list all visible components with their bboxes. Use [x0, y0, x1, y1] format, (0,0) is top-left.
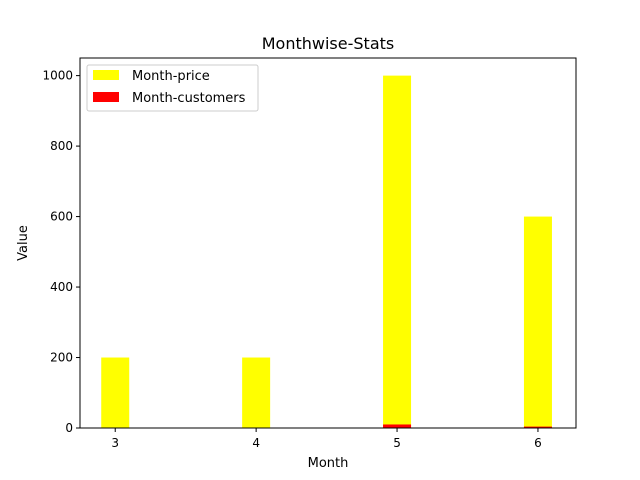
x-tick-label-6: 6 [534, 436, 542, 450]
x-tick-label-3: 3 [111, 436, 119, 450]
chart-title: Monthwise-Stats [262, 34, 394, 53]
x-tick-label-4: 4 [252, 436, 260, 450]
y-tick-label-200: 200 [50, 351, 73, 365]
y-tick-label-0: 0 [65, 421, 73, 435]
y-axis-ticks: 0 200 400 600 800 1000 [42, 69, 80, 435]
legend-label-month-price: Month-price [132, 69, 210, 84]
bar-month-customers-6 [523, 426, 552, 428]
bar-month-customers-5 [383, 424, 412, 428]
bar-month-price-4 [242, 357, 271, 428]
y-axis-label: Value [16, 225, 31, 261]
legend-swatch-month-price [93, 70, 119, 80]
legend-swatch-month-customers [93, 92, 119, 102]
plot-frame [79, 57, 577, 429]
x-axis-ticks: 3 4 5 6 [111, 428, 542, 450]
bar-month-price-3 [101, 357, 130, 428]
bar-month-price-6 [523, 216, 552, 428]
y-tick-label-400: 400 [50, 280, 73, 294]
legend: Month-price Month-customers [86, 64, 259, 112]
x-axis-label: Month [308, 456, 349, 471]
bar-month-price-5 [383, 75, 412, 429]
y-tick-label-800: 800 [50, 139, 73, 153]
y-tick-label-1000: 1000 [42, 69, 73, 83]
legend-box [86, 64, 259, 112]
bars-layer [101, 75, 552, 429]
y-tick-label-600: 600 [50, 210, 73, 224]
x-tick-label-5: 5 [393, 436, 401, 450]
legend-label-month-customers: Month-customers [132, 91, 246, 106]
